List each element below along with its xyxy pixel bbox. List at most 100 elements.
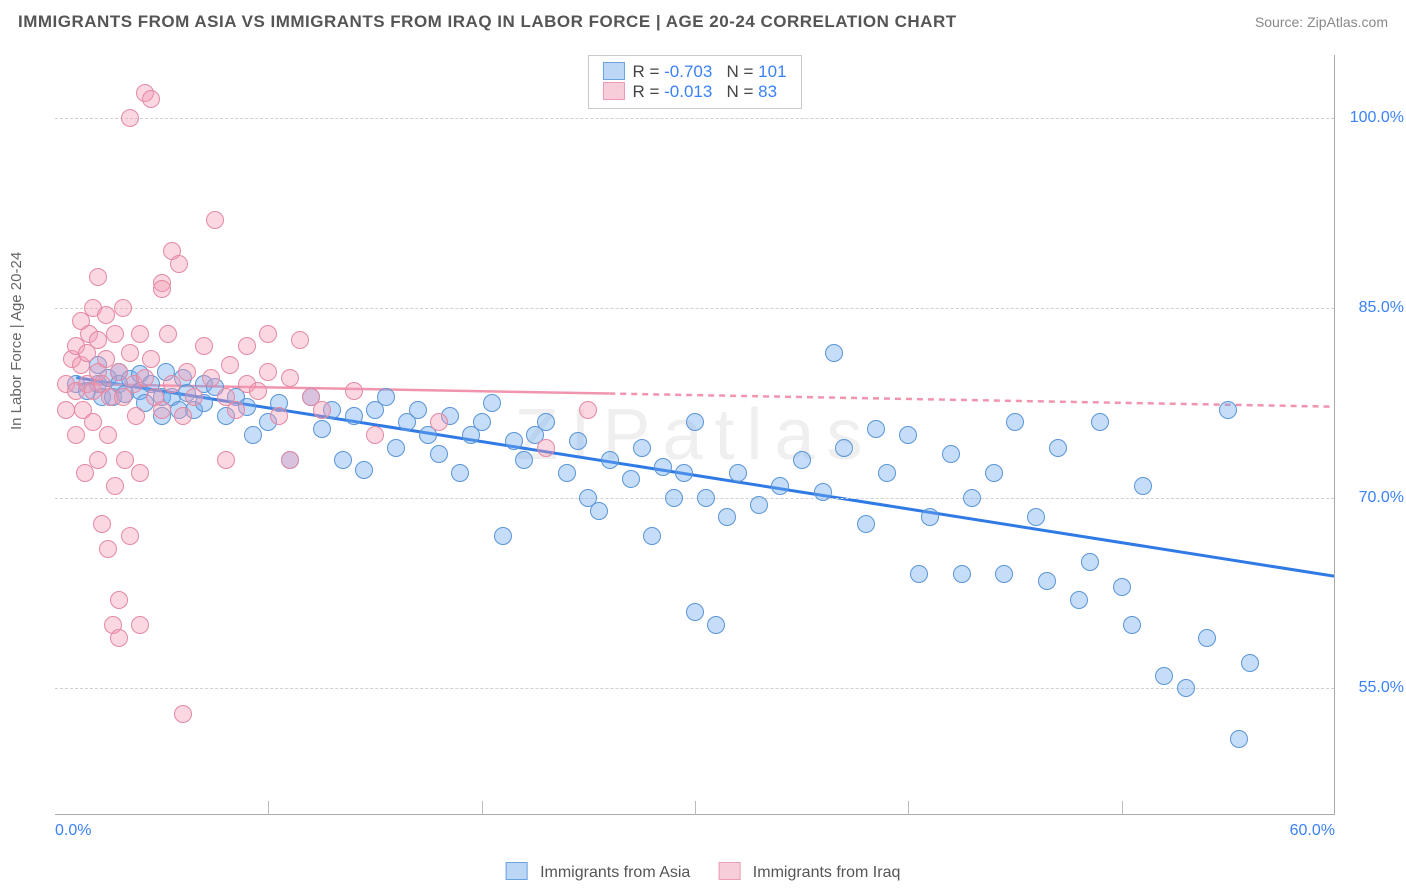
- data-point: [430, 445, 448, 463]
- data-point: [244, 426, 262, 444]
- data-point: [1081, 553, 1099, 571]
- data-point: [270, 407, 288, 425]
- data-point: [601, 451, 619, 469]
- data-point: [99, 426, 117, 444]
- data-point: [963, 489, 981, 507]
- data-point: [170, 255, 188, 273]
- data-point: [654, 458, 672, 476]
- data-point: [227, 401, 245, 419]
- data-point: [835, 439, 853, 457]
- data-point: [116, 451, 134, 469]
- x-tick: [695, 801, 696, 815]
- data-point: [110, 363, 128, 381]
- data-point: [174, 705, 192, 723]
- data-point: [1155, 667, 1173, 685]
- data-point: [345, 407, 363, 425]
- data-point: [106, 325, 124, 343]
- n-value: 83: [758, 82, 777, 101]
- data-point: [569, 432, 587, 450]
- data-point: [910, 565, 928, 583]
- legend-swatch: [506, 862, 528, 880]
- data-point: [899, 426, 917, 444]
- data-point: [665, 489, 683, 507]
- data-point: [558, 464, 576, 482]
- data-point: [195, 337, 213, 355]
- data-point: [366, 426, 384, 444]
- data-point: [675, 464, 693, 482]
- data-point: [505, 432, 523, 450]
- data-point: [793, 451, 811, 469]
- x-tick-label: 0.0%: [55, 822, 91, 840]
- data-point: [1123, 616, 1141, 634]
- data-point: [1027, 508, 1045, 526]
- gridline-h: [55, 688, 1334, 689]
- y-tick-label: 70.0%: [1344, 489, 1404, 507]
- data-point: [1177, 679, 1195, 697]
- data-point: [1113, 578, 1131, 596]
- data-point: [202, 369, 220, 387]
- x-tick: [482, 801, 483, 815]
- data-point: [159, 325, 177, 343]
- data-point: [750, 496, 768, 514]
- data-point: [1049, 439, 1067, 457]
- legend-swatch: [602, 62, 624, 80]
- data-point: [825, 344, 843, 362]
- data-point: [221, 356, 239, 374]
- gridline-h: [55, 498, 1334, 499]
- data-point: [281, 369, 299, 387]
- data-point: [686, 413, 704, 431]
- data-point: [537, 413, 555, 431]
- series-legend: Immigrants from Asia Immigrants from Ira…: [506, 862, 901, 882]
- data-point: [1219, 401, 1237, 419]
- data-point: [185, 388, 203, 406]
- data-point: [729, 464, 747, 482]
- data-point: [281, 451, 299, 469]
- data-point: [590, 502, 608, 520]
- data-point: [97, 306, 115, 324]
- data-point: [622, 470, 640, 488]
- data-point: [121, 109, 139, 127]
- data-point: [238, 337, 256, 355]
- data-point: [89, 331, 107, 349]
- data-point: [579, 401, 597, 419]
- data-point: [110, 629, 128, 647]
- data-point: [921, 508, 939, 526]
- data-point: [515, 451, 533, 469]
- r-value: -0.703: [664, 62, 712, 81]
- data-point: [451, 464, 469, 482]
- data-point: [697, 489, 715, 507]
- data-point: [163, 375, 181, 393]
- legend-item: Immigrants from Iraq: [718, 862, 900, 882]
- data-point: [131, 325, 149, 343]
- gridline-h: [55, 118, 1334, 119]
- data-point: [345, 382, 363, 400]
- data-point: [355, 461, 373, 479]
- data-point: [106, 477, 124, 495]
- data-point: [483, 394, 501, 412]
- data-point: [89, 268, 107, 286]
- data-point: [771, 477, 789, 495]
- data-point: [84, 413, 102, 431]
- data-point: [174, 407, 192, 425]
- stats-legend: R = -0.703 N = 101R = -0.013 N = 83: [587, 55, 801, 109]
- data-point: [57, 401, 75, 419]
- x-tick: [908, 801, 909, 815]
- data-point: [537, 439, 555, 457]
- data-point: [430, 413, 448, 431]
- data-point: [1038, 572, 1056, 590]
- legend-label: Immigrants from Asia: [540, 864, 690, 881]
- data-point: [259, 325, 277, 343]
- data-point: [93, 515, 111, 533]
- data-point: [857, 515, 875, 533]
- source-label: Source: ZipAtlas.com: [1255, 14, 1388, 30]
- data-point: [136, 369, 154, 387]
- data-point: [473, 413, 491, 431]
- data-point: [99, 540, 117, 558]
- data-point: [718, 508, 736, 526]
- data-point: [387, 439, 405, 457]
- data-point: [1198, 629, 1216, 647]
- data-point: [153, 280, 171, 298]
- r-value: -0.013: [664, 82, 712, 101]
- data-point: [814, 483, 832, 501]
- data-point: [1091, 413, 1109, 431]
